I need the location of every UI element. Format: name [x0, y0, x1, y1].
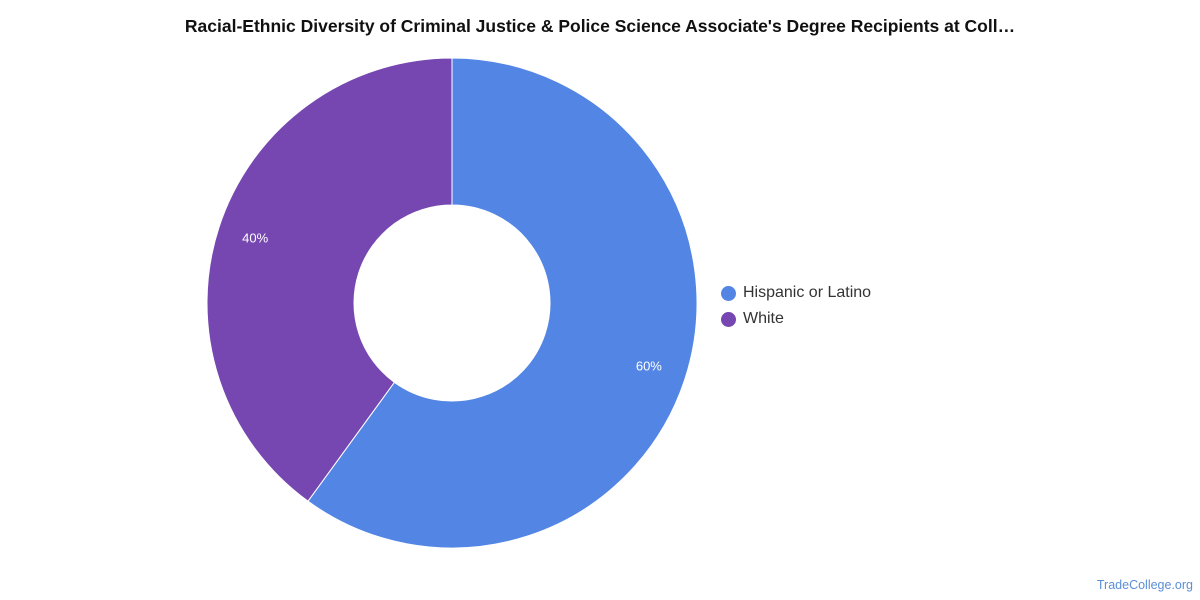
watermark-link[interactable]: TradeCollege.org [1096, 578, 1193, 592]
slice-label: 40% [242, 230, 268, 245]
legend: Hispanic or Latino White [721, 280, 871, 332]
legend-item[interactable]: White [721, 306, 871, 332]
chart-title: Racial-Ethnic Diversity of Criminal Just… [184, 16, 1016, 36]
slice-white[interactable] [206, 57, 453, 502]
slice-label: 60% [636, 358, 662, 373]
legend-swatch-icon [721, 311, 736, 327]
legend-swatch-icon [721, 285, 736, 301]
legend-label: Hispanic or Latino [743, 284, 872, 301]
slice-hispanic-or-latino[interactable] [307, 57, 698, 549]
legend-item[interactable]: Hispanic or Latino [721, 280, 871, 306]
legend-label: White [743, 310, 784, 327]
